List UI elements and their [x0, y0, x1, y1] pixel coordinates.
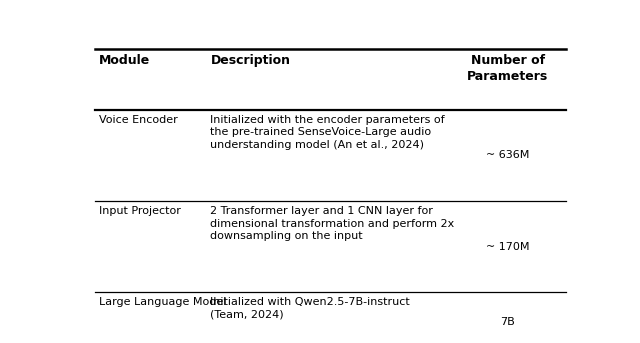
Text: Initialized with Qwen2.5-7B-instruct
(Team, 2024): Initialized with Qwen2.5-7B-instruct (Te…: [211, 297, 410, 320]
Text: 2 Transformer layer and 1 CNN layer for
dimensional transformation and perform 2: 2 Transformer layer and 1 CNN layer for …: [211, 206, 454, 241]
Text: Description: Description: [211, 54, 291, 67]
Text: ~ 636M: ~ 636M: [486, 150, 529, 161]
Text: Number of
Parameters: Number of Parameters: [467, 54, 548, 83]
Text: Input Projector: Input Projector: [99, 206, 180, 216]
Text: Large Language Model: Large Language Model: [99, 297, 226, 307]
Text: 7B: 7B: [500, 317, 515, 328]
Text: ~ 170M: ~ 170M: [486, 241, 529, 251]
Text: Initialized with the encoder parameters of
the pre-trained SenseVoice-Large audi: Initialized with the encoder parameters …: [211, 115, 445, 150]
Text: Module: Module: [99, 54, 150, 67]
Text: Voice Encoder: Voice Encoder: [99, 115, 177, 125]
